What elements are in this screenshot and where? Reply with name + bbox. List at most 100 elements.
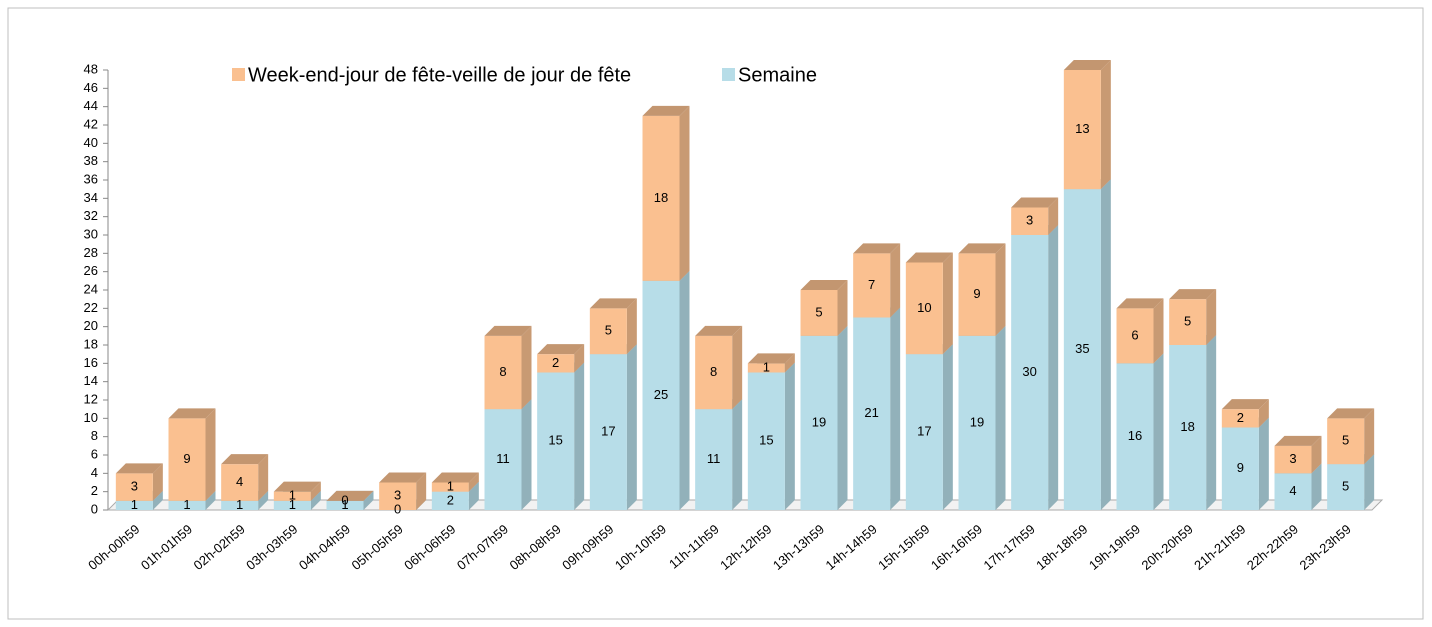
bar (431, 482, 469, 492)
bar (1327, 418, 1365, 465)
bar-side (574, 362, 585, 510)
bar-top (431, 472, 479, 483)
bar-top (905, 252, 953, 263)
value-label: 3 (131, 479, 138, 494)
bar-top (1169, 289, 1217, 300)
bar (1116, 363, 1154, 510)
x-tick-label: 23h-23h59 (1297, 521, 1354, 572)
bar (958, 253, 996, 336)
bar-side (363, 490, 374, 510)
value-label: 5 (1342, 433, 1349, 448)
bar-side (152, 463, 163, 501)
value-label: 1 (341, 497, 348, 512)
bar (1011, 235, 1049, 510)
y-tick-label: 16 (84, 355, 98, 370)
y-tick-label: 44 (84, 98, 98, 113)
value-label: 8 (499, 364, 506, 379)
bar-side (1364, 408, 1375, 465)
value-label: 18 (1180, 419, 1194, 434)
bar (115, 500, 153, 510)
bar-top (1063, 60, 1111, 70)
bar (168, 418, 206, 501)
legend-swatch (722, 68, 735, 81)
value-label: 17 (601, 424, 615, 439)
bar-side (626, 344, 637, 510)
bar (905, 354, 943, 510)
bar-side (1311, 463, 1322, 510)
y-tick-label: 2 (91, 483, 98, 498)
bar (537, 354, 575, 373)
x-tick-label: 04h-04h59 (296, 521, 353, 572)
value-label: 8 (710, 364, 717, 379)
value-label: 25 (654, 387, 668, 402)
value-label: 5 (1342, 479, 1349, 494)
bar-side (995, 243, 1006, 336)
bar-top (747, 353, 795, 364)
value-label: 15 (548, 433, 562, 448)
bar-side (310, 481, 321, 501)
bar (1063, 70, 1101, 190)
bar-top (1011, 197, 1059, 208)
floor (106, 499, 1384, 511)
bar (747, 363, 785, 373)
bar (1221, 409, 1259, 428)
bar (1116, 308, 1154, 364)
y-tick-label: 38 (84, 153, 98, 168)
bar-side (732, 325, 743, 410)
y-tick-label: 32 (84, 208, 98, 223)
legend-label: Semaine (738, 64, 817, 86)
x-tick-label: 08h-08h59 (507, 521, 564, 572)
y-tick-label: 0 (91, 501, 98, 516)
bar (115, 473, 153, 501)
bar-side (1100, 179, 1111, 510)
value-label: 1 (447, 479, 454, 494)
value-label: 1 (183, 497, 190, 512)
x-tick-label: 20h-20h59 (1139, 521, 1196, 572)
legend-swatch (232, 68, 245, 81)
bar (1169, 345, 1207, 510)
value-label: 4 (1289, 483, 1296, 498)
bar-side (258, 490, 269, 510)
value-label: 17 (917, 424, 931, 439)
value-label: 1 (131, 497, 138, 512)
y-tick-label: 42 (84, 116, 98, 131)
bar (747, 372, 785, 510)
value-label: 18 (654, 190, 668, 205)
bar-top (221, 454, 269, 465)
y-tick-label: 12 (84, 391, 98, 406)
bar-side (732, 399, 743, 510)
bar-top (1274, 435, 1322, 446)
x-tick-label: 06h-06h59 (401, 521, 458, 572)
bar (221, 464, 259, 501)
x-tick-label: 12h-12h59 (717, 521, 774, 572)
bar-top (379, 472, 427, 483)
y-tick-label: 6 (91, 446, 98, 461)
x-tick-label: 05h-05h59 (349, 521, 406, 572)
value-label: 5 (605, 323, 612, 338)
bar-side (416, 472, 427, 510)
value-label: 9 (183, 451, 190, 466)
bar (1221, 427, 1259, 510)
chart-frame (7, 7, 1424, 620)
y-tick-label: 24 (84, 281, 98, 296)
value-label: 9 (1237, 460, 1244, 475)
value-label: 1 (289, 488, 296, 503)
bar (1011, 207, 1049, 235)
x-tick-label: 01h-01h59 (138, 521, 195, 572)
x-tick-label: 15h-15h59 (875, 521, 932, 572)
value-label: 2 (447, 492, 454, 507)
bar-side (837, 325, 848, 510)
y-tick-label: 26 (84, 263, 98, 278)
y-tick-label: 36 (84, 171, 98, 186)
bar-top (800, 280, 848, 290)
bar-side (1258, 417, 1269, 510)
bar-side (1311, 435, 1322, 474)
bar (800, 290, 838, 336)
bar-side (1206, 289, 1217, 345)
bar (905, 262, 943, 355)
value-label: 16 (1128, 428, 1142, 443)
bar-side (1153, 298, 1164, 364)
value-label: 1 (236, 497, 243, 512)
y-tick-label: 4 (91, 465, 98, 480)
bar-side (1206, 335, 1217, 510)
